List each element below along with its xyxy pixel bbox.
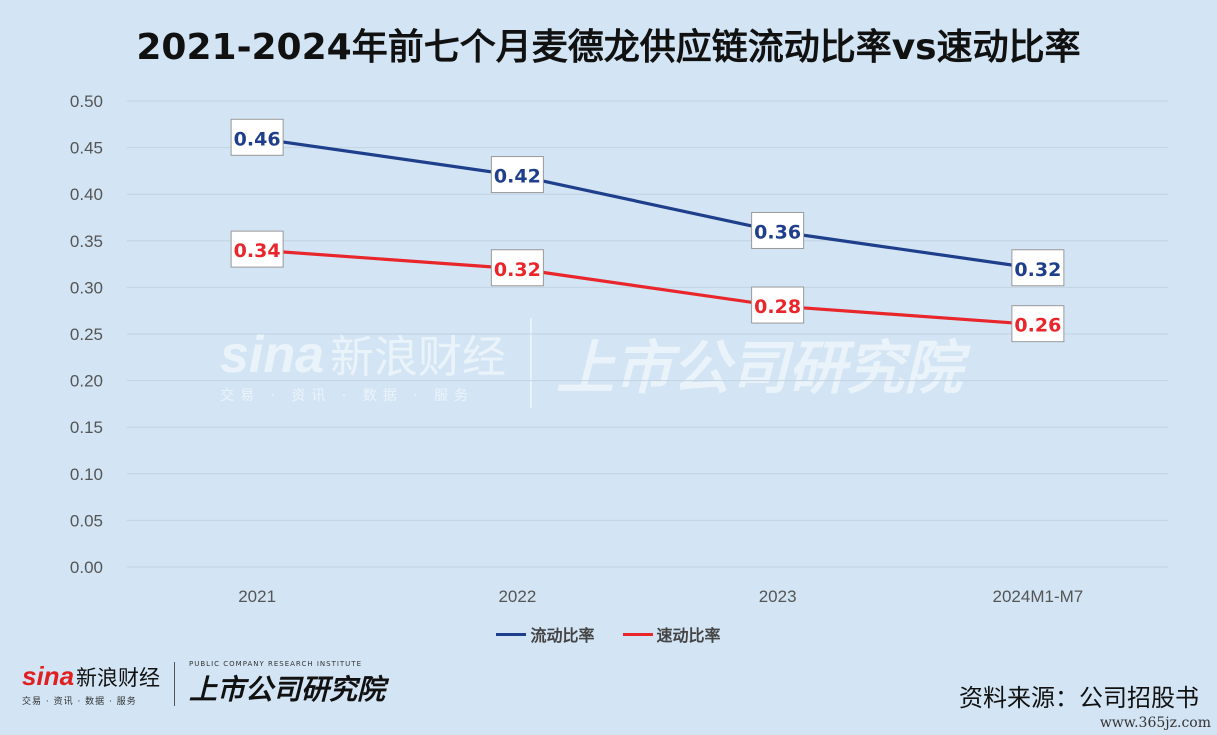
data-label-text: 0.36 xyxy=(754,221,801,243)
footer-divider xyxy=(174,662,176,706)
data-label-text: 0.34 xyxy=(234,240,281,262)
data-label-box xyxy=(490,156,544,194)
legend-label-quick-ratio: 速动比率 xyxy=(656,626,721,645)
data-label-box xyxy=(1011,305,1065,343)
x-tick-label: 2022 xyxy=(498,587,536,606)
data-label: 0.32 xyxy=(1011,249,1065,287)
source-note: 资料来源：公司招股书 xyxy=(959,684,1199,712)
data-label: 0.26 xyxy=(1011,305,1065,343)
y-tick-label: 0.50 xyxy=(70,92,103,111)
y-tick-label: 0.25 xyxy=(70,325,103,344)
y-tick-label: 0.35 xyxy=(70,232,103,251)
y-axis-ticks: 0.00 0.05 0.10 0.15 0.20 0.25 0.30 0.35 0.40 0.45… xyxy=(70,92,103,577)
data-label-box xyxy=(751,211,805,249)
legend-swatch-current-ratio xyxy=(496,632,527,636)
data-label: 0.42 xyxy=(490,156,544,194)
y-tick-label: 0.10 xyxy=(70,465,103,484)
series-line-1 xyxy=(257,248,1038,327)
data-label: 0.34 xyxy=(230,230,284,268)
y-tick-label: 0.15 xyxy=(70,418,103,437)
data-labels: 0.46 0.42 0.36 0.32 0.34 0.32 0.28 0.26 xyxy=(230,118,1065,343)
data-label: 0.28 xyxy=(751,286,805,324)
grid-lines xyxy=(127,100,1168,568)
x-tick-label: 2021 xyxy=(238,587,276,606)
series-lines xyxy=(256,136,1039,327)
footer-logo: sina 新浪财经 交易 · 资讯 · 数据 · 服务 PUBLIC COMPA… xyxy=(22,660,385,708)
data-label-text: 0.42 xyxy=(494,166,541,188)
x-tick-label: 2024M1-M7 xyxy=(993,587,1084,606)
data-label: 0.32 xyxy=(490,249,544,287)
legend-item-current-ratio: 流动比率 xyxy=(496,622,595,646)
institute-en-name: PUBLIC COMPANY RESEARCH INSTITUTE xyxy=(189,660,363,668)
legend-label-current-ratio: 流动比率 xyxy=(530,626,595,645)
data-label-box xyxy=(1011,249,1065,287)
watermark-url: www.365jz.com xyxy=(1099,715,1211,731)
chart-title: 2021-2024年前七个月麦德龙供应链流动比率vs速动比率 xyxy=(136,27,1081,68)
y-tick-label: 0.00 xyxy=(70,558,103,577)
x-tick-label: 2023 xyxy=(759,587,797,606)
data-label-text: 0.32 xyxy=(1014,259,1061,281)
series-line-0 xyxy=(256,136,1039,271)
x-axis-ticks: 2021 2022 2023 2024M1-M7 xyxy=(238,587,1083,606)
legend: 流动比率 速动比率 xyxy=(0,622,1217,646)
institute-cn-name: 上市公司研究院 xyxy=(189,673,386,706)
y-tick-label: 0.45 xyxy=(70,139,103,158)
data-label-box xyxy=(230,118,284,156)
data-label-text: 0.46 xyxy=(234,128,281,150)
y-tick-label: 0.20 xyxy=(70,372,103,391)
y-tick-label: 0.40 xyxy=(70,185,103,204)
data-label-text: 0.28 xyxy=(754,296,801,318)
sina-subtitle: 交易 · 资讯 · 数据 · 服务 xyxy=(22,697,137,707)
sina-logo: sina xyxy=(22,661,75,691)
y-tick-label: 0.30 xyxy=(70,278,103,297)
data-label-text: 0.26 xyxy=(1014,315,1061,337)
y-tick-label: 0.05 xyxy=(70,511,103,530)
data-label-box xyxy=(751,286,805,324)
data-label-text: 0.32 xyxy=(494,259,541,281)
data-label-box xyxy=(230,230,284,268)
data-label-box xyxy=(490,249,544,287)
sina-cn-name: 新浪财经 xyxy=(76,666,161,690)
legend-swatch-quick-ratio xyxy=(622,632,653,636)
data-label: 0.36 xyxy=(751,211,805,249)
data-label: 0.46 xyxy=(230,118,284,156)
legend-item-quick-ratio: 速动比率 xyxy=(622,622,721,646)
